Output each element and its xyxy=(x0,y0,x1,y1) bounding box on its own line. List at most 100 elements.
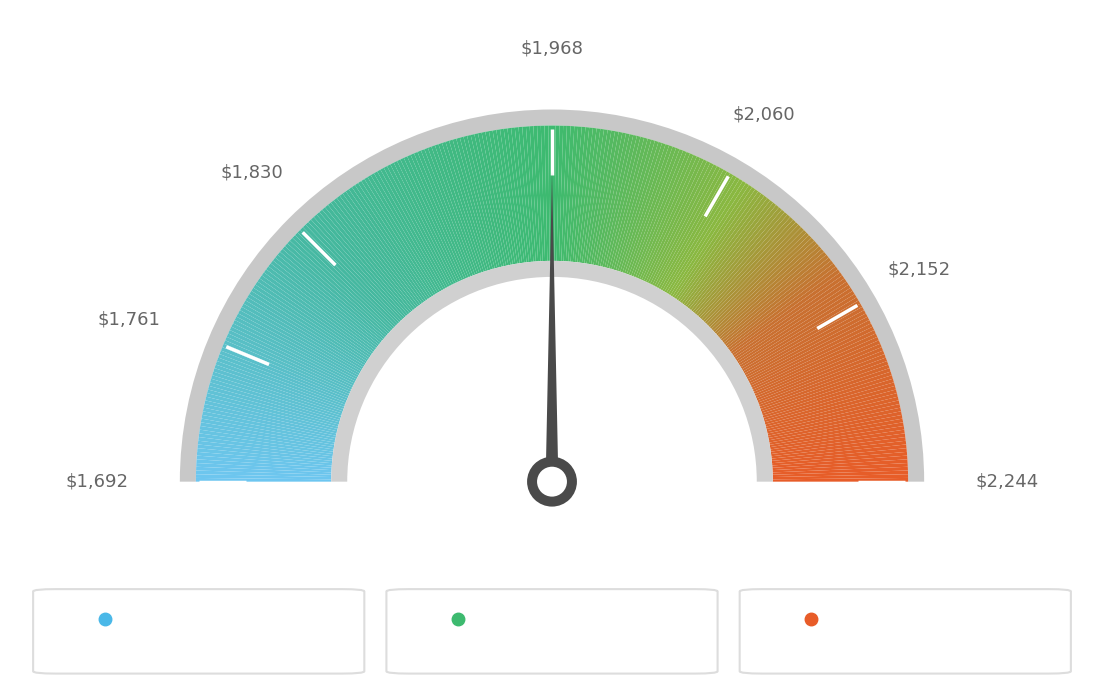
Wedge shape xyxy=(252,288,367,364)
Wedge shape xyxy=(442,142,486,272)
Wedge shape xyxy=(381,168,447,288)
Wedge shape xyxy=(601,134,634,267)
Wedge shape xyxy=(293,235,393,331)
Wedge shape xyxy=(763,375,893,418)
Wedge shape xyxy=(287,241,390,334)
Wedge shape xyxy=(616,141,658,271)
Wedge shape xyxy=(741,297,859,369)
Wedge shape xyxy=(627,146,676,275)
Wedge shape xyxy=(478,132,508,266)
Wedge shape xyxy=(588,130,615,264)
Wedge shape xyxy=(300,227,397,326)
Wedge shape xyxy=(686,198,771,307)
Wedge shape xyxy=(211,375,341,418)
Wedge shape xyxy=(772,455,907,468)
Wedge shape xyxy=(580,128,601,263)
Wedge shape xyxy=(559,126,567,261)
Wedge shape xyxy=(526,126,538,262)
Wedge shape xyxy=(730,269,840,352)
Wedge shape xyxy=(678,189,758,302)
Text: Max Cost: Max Cost xyxy=(828,610,928,629)
Wedge shape xyxy=(756,347,883,400)
Wedge shape xyxy=(197,455,332,468)
Wedge shape xyxy=(728,266,838,350)
Wedge shape xyxy=(754,337,879,394)
Wedge shape xyxy=(229,330,352,390)
Wedge shape xyxy=(598,133,629,266)
Wedge shape xyxy=(340,194,422,304)
Wedge shape xyxy=(750,324,872,386)
Wedge shape xyxy=(270,260,379,346)
Wedge shape xyxy=(238,310,359,377)
Wedge shape xyxy=(657,168,723,288)
FancyBboxPatch shape xyxy=(740,589,1071,673)
Wedge shape xyxy=(200,422,335,447)
Wedge shape xyxy=(769,419,903,445)
Wedge shape xyxy=(703,222,798,322)
Wedge shape xyxy=(605,136,640,268)
Text: ($2,244): ($2,244) xyxy=(863,644,947,663)
Wedge shape xyxy=(210,379,341,420)
Wedge shape xyxy=(593,132,623,265)
Wedge shape xyxy=(233,320,355,384)
Wedge shape xyxy=(414,152,468,278)
Circle shape xyxy=(537,466,567,497)
Wedge shape xyxy=(244,300,362,371)
Wedge shape xyxy=(767,404,901,436)
Wedge shape xyxy=(631,149,683,277)
Wedge shape xyxy=(295,233,394,329)
Text: $2,244: $2,244 xyxy=(976,473,1039,491)
Wedge shape xyxy=(384,166,449,287)
Wedge shape xyxy=(407,155,465,280)
Wedge shape xyxy=(731,273,842,354)
Wedge shape xyxy=(623,144,669,273)
Wedge shape xyxy=(744,307,864,375)
Text: $1,692: $1,692 xyxy=(65,473,128,491)
Wedge shape xyxy=(549,126,552,261)
Wedge shape xyxy=(247,294,364,367)
Wedge shape xyxy=(773,466,907,475)
Wedge shape xyxy=(219,354,346,405)
Wedge shape xyxy=(460,137,497,268)
Wedge shape xyxy=(428,146,477,275)
Wedge shape xyxy=(352,185,429,299)
Wedge shape xyxy=(530,126,541,262)
Wedge shape xyxy=(758,354,885,405)
Wedge shape xyxy=(716,244,819,335)
Text: $2,152: $2,152 xyxy=(888,261,951,279)
Wedge shape xyxy=(275,255,382,343)
Wedge shape xyxy=(719,249,824,339)
Wedge shape xyxy=(204,400,337,433)
Wedge shape xyxy=(331,200,416,308)
Wedge shape xyxy=(302,225,400,324)
Wedge shape xyxy=(772,452,907,466)
Wedge shape xyxy=(753,333,878,392)
Wedge shape xyxy=(378,170,446,289)
Wedge shape xyxy=(747,317,869,382)
Wedge shape xyxy=(213,368,342,413)
Wedge shape xyxy=(391,163,454,285)
Wedge shape xyxy=(700,217,793,319)
Wedge shape xyxy=(331,261,773,482)
Wedge shape xyxy=(723,257,831,344)
Wedge shape xyxy=(232,324,354,386)
Wedge shape xyxy=(556,126,563,261)
Wedge shape xyxy=(755,340,880,396)
Wedge shape xyxy=(773,474,909,480)
Wedge shape xyxy=(767,400,900,433)
Wedge shape xyxy=(203,404,337,436)
Wedge shape xyxy=(596,132,626,266)
FancyBboxPatch shape xyxy=(386,589,718,673)
Wedge shape xyxy=(607,137,644,268)
Wedge shape xyxy=(752,330,875,390)
Wedge shape xyxy=(771,433,905,454)
Wedge shape xyxy=(739,291,854,365)
Wedge shape xyxy=(641,157,700,281)
Wedge shape xyxy=(772,444,906,461)
Wedge shape xyxy=(464,136,499,268)
Wedge shape xyxy=(612,139,651,270)
Wedge shape xyxy=(733,279,847,357)
Wedge shape xyxy=(198,441,332,459)
Wedge shape xyxy=(438,143,484,273)
Wedge shape xyxy=(760,361,889,409)
